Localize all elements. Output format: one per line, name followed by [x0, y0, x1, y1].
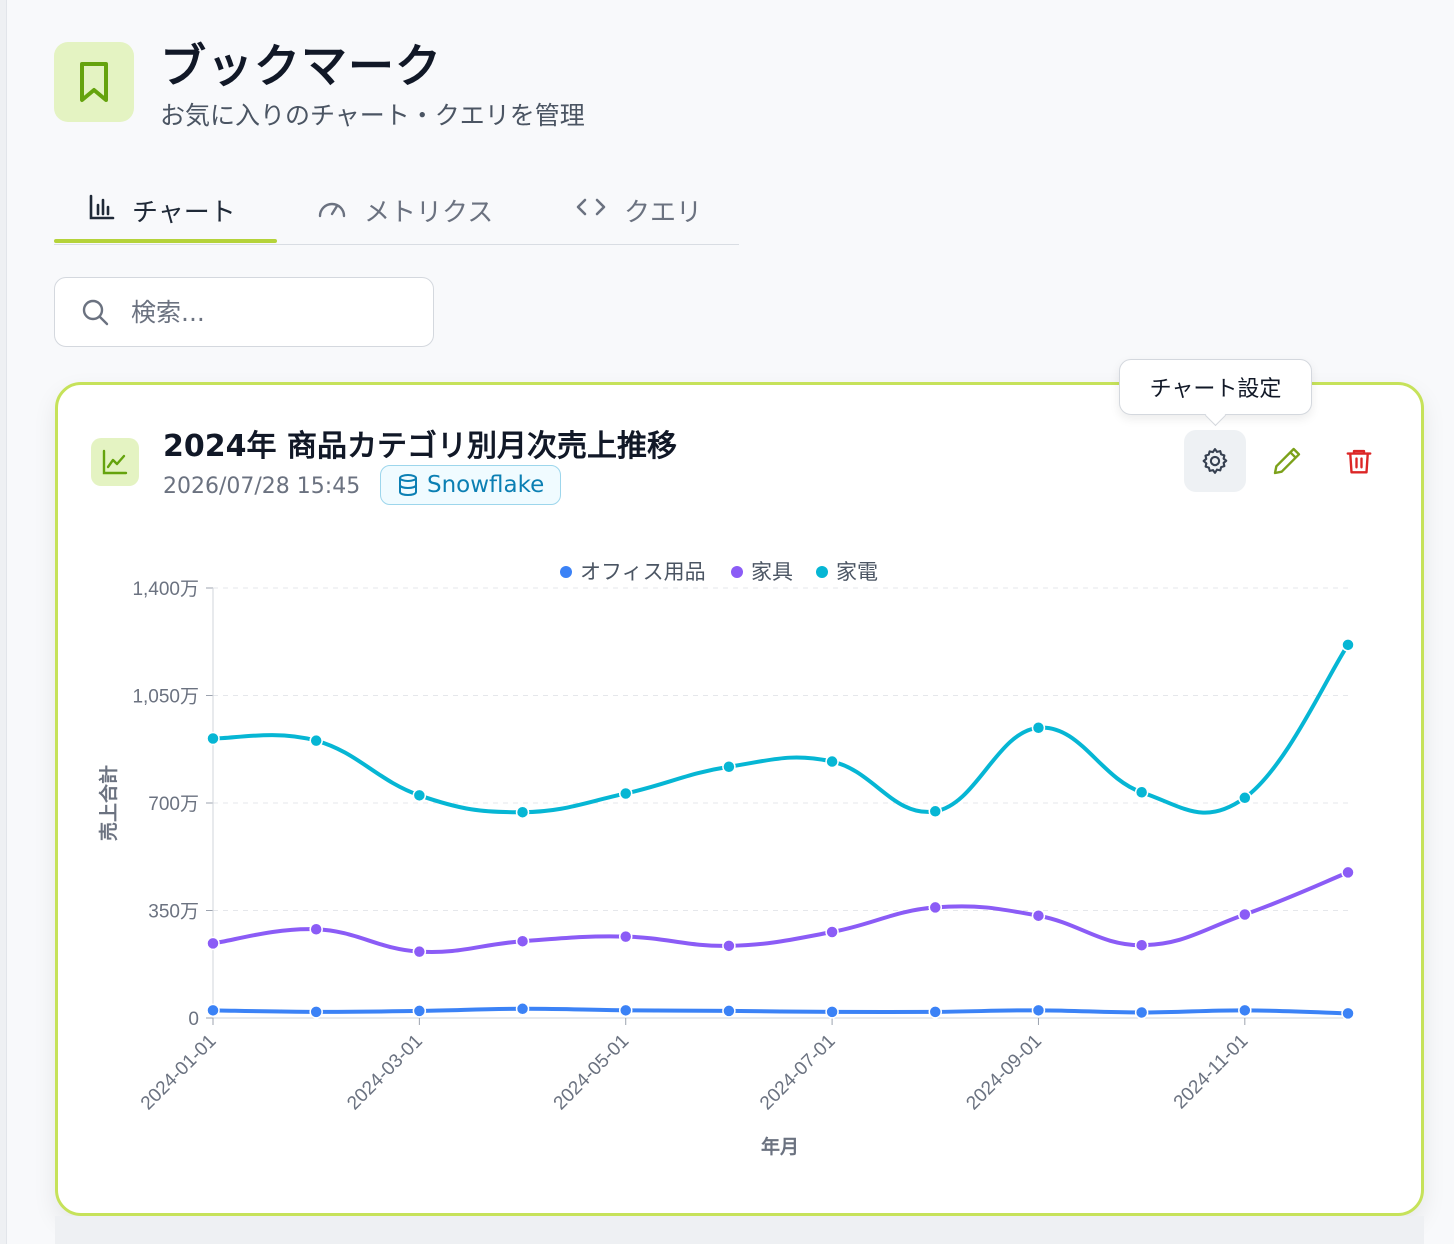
- legend-marker: [816, 566, 828, 578]
- bar-chart-icon: [88, 193, 116, 228]
- data-point: [928, 804, 943, 819]
- x-tick-label: 2024-01-01: [137, 1031, 221, 1115]
- database-icon: [397, 473, 419, 497]
- search-icon: [81, 298, 109, 326]
- data-point: [722, 939, 736, 953]
- tab-metrics-label: メトリクス: [364, 197, 494, 228]
- tab-chart[interactable]: チャート: [88, 178, 236, 242]
- data-point: [412, 788, 427, 803]
- series-line-2: [211, 642, 1350, 815]
- active-tab-indicator: [54, 239, 277, 243]
- data-point: [1341, 1006, 1355, 1021]
- x-tick-label: 2024-05-01: [550, 1031, 634, 1115]
- data-point: [309, 1005, 323, 1019]
- data-point: [618, 1003, 633, 1018]
- legend-marker: [560, 566, 572, 578]
- data-point: [1134, 785, 1149, 799]
- data-point: [618, 929, 633, 944]
- data-point: [1238, 907, 1252, 922]
- bookmark-icon: [54, 42, 134, 122]
- source-label: Snowflake: [427, 472, 545, 498]
- next-card-edge: [55, 1216, 1424, 1244]
- data-point: [206, 731, 220, 746]
- data-point: [1031, 908, 1046, 923]
- chart-settings-button[interactable]: [1184, 430, 1246, 492]
- x-tick-label: 2024-03-01: [343, 1031, 427, 1115]
- data-point: [825, 925, 839, 939]
- data-point: [309, 733, 323, 748]
- series-line-0: [211, 1006, 1350, 1016]
- data-point: [1341, 865, 1355, 880]
- legend-marker: [731, 566, 743, 578]
- tab-bar: チャート メトリクス クエリ: [54, 178, 739, 245]
- data-point: [515, 805, 530, 819]
- page-title: ブックマーク: [160, 39, 442, 93]
- data-point: [1238, 1003, 1252, 1018]
- data-point: [928, 900, 943, 915]
- data-point: [1134, 1005, 1149, 1020]
- data-point: [412, 1004, 427, 1018]
- trash-icon: [1344, 445, 1374, 477]
- x-tick-label: 2024-07-01: [756, 1031, 840, 1115]
- series-layer: [206, 638, 1355, 1021]
- pencil-icon: [1271, 445, 1303, 477]
- data-point: [1238, 791, 1252, 805]
- left-sidebar-edge: [0, 0, 7, 1244]
- y-tick-label: 1,400万: [132, 579, 199, 600]
- legend-label: 家電: [836, 561, 878, 584]
- y-tick-label: 350万: [148, 902, 199, 923]
- data-point: [1031, 1003, 1046, 1018]
- data-point: [825, 754, 839, 769]
- data-point: [722, 760, 736, 774]
- legend-label: 家具: [751, 561, 793, 584]
- data-point: [206, 936, 220, 951]
- data-point: [309, 922, 323, 936]
- grid-layer: [213, 587, 1348, 911]
- y-axis-title: 売上合計: [97, 765, 120, 841]
- data-point: [1031, 721, 1046, 735]
- card-title: 2024年 商品カテゴリ別月次売上推移: [163, 429, 677, 464]
- gear-icon: [1200, 446, 1230, 476]
- line-chart-icon: [91, 438, 139, 486]
- card-timestamp: 2026/07/28 15:45: [163, 474, 361, 499]
- data-point: [928, 1005, 943, 1019]
- page-subtitle: お気に入りのチャート・クエリを管理: [160, 101, 585, 130]
- edit-button[interactable]: [1256, 430, 1318, 492]
- tab-query[interactable]: クエリ: [574, 178, 702, 242]
- y-tick-label: 0: [188, 1009, 199, 1030]
- data-point: [1341, 638, 1355, 652]
- axis-layer: 0 350万 700万 1,050万 1,400万 2024-01-01 2024-03-0…: [97, 579, 1348, 1158]
- bookmark-card: 2024年 商品カテゴリ別月次売上推移 2026/07/28 15:45 Sno…: [55, 359, 1424, 1216]
- y-tick-label: 1,050万: [132, 687, 199, 708]
- data-point: [206, 1003, 220, 1018]
- y-tick-label: 700万: [148, 794, 199, 815]
- x-axis-title: 年月: [761, 1135, 799, 1158]
- series-line-1: [211, 870, 1350, 955]
- tab-metrics[interactable]: メトリクス: [316, 178, 493, 242]
- data-point: [515, 1002, 530, 1016]
- x-tick-label: 2024-11-01: [1170, 1031, 1253, 1114]
- data-point: [722, 1004, 736, 1018]
- code-icon: [574, 193, 608, 228]
- delete-button[interactable]: [1328, 430, 1390, 492]
- chart-legend: オフィス用品 家具 家電: [560, 561, 878, 584]
- data-point: [515, 934, 530, 948]
- search-field[interactable]: [54, 277, 434, 347]
- search-input[interactable]: [129, 296, 393, 328]
- legend-label: オフィス用品: [580, 561, 706, 584]
- data-point: [825, 1005, 839, 1019]
- data-point: [1134, 938, 1149, 952]
- tab-chart-label: チャート: [132, 197, 236, 228]
- data-point: [412, 944, 427, 959]
- x-tick-label: 2024-09-01: [962, 1031, 1046, 1115]
- tab-query-label: クエリ: [624, 197, 703, 228]
- gauge-icon: [316, 193, 348, 228]
- source-badge: Snowflake: [380, 465, 562, 505]
- data-point: [618, 786, 633, 801]
